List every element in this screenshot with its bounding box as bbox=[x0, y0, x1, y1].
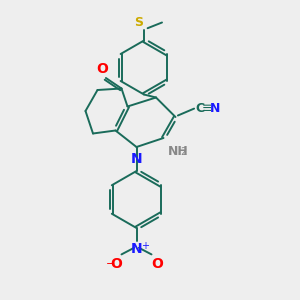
Text: O: O bbox=[110, 257, 122, 272]
Text: +: + bbox=[141, 241, 149, 251]
Text: N: N bbox=[131, 152, 142, 167]
Text: NH: NH bbox=[168, 145, 189, 158]
Text: O: O bbox=[151, 257, 163, 272]
Text: N: N bbox=[210, 101, 220, 115]
Text: −: − bbox=[105, 259, 115, 269]
Text: O: O bbox=[96, 62, 108, 76]
Text: N: N bbox=[131, 242, 142, 256]
Text: C: C bbox=[196, 101, 205, 115]
Text: ≡: ≡ bbox=[202, 101, 213, 115]
Text: S: S bbox=[134, 16, 143, 28]
Text: 2: 2 bbox=[181, 147, 187, 157]
